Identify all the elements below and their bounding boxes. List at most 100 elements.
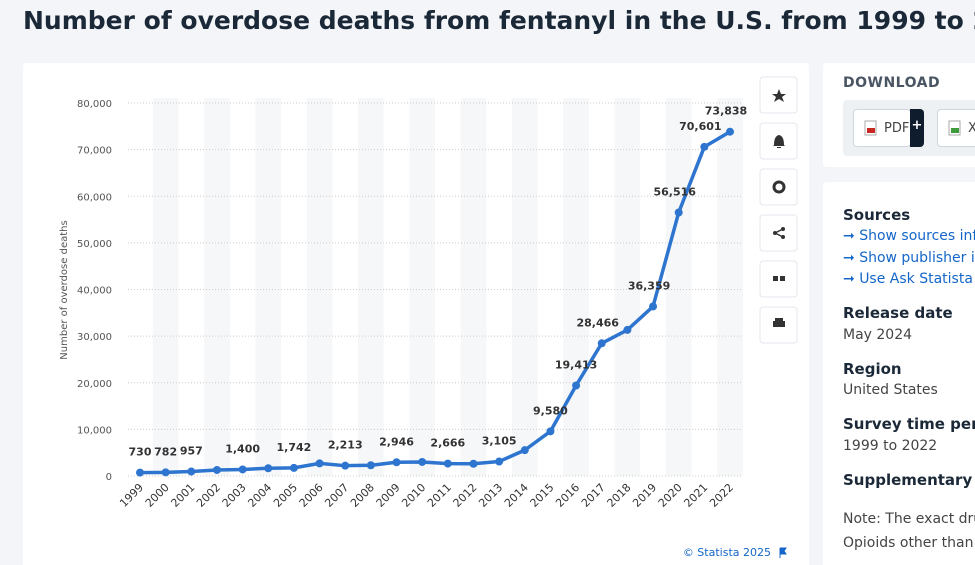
y-tick-label: 10,000: [77, 425, 112, 436]
data-point: [238, 465, 247, 474]
y-tick-label: 70,000: [77, 146, 112, 157]
x-tick-label: 2001: [168, 481, 197, 510]
data-line: [139, 130, 731, 475]
x-tick-label: 2005: [271, 481, 300, 510]
data-label: 1,742: [277, 441, 312, 454]
y-tick-label: 40,000: [77, 286, 112, 297]
data-label: 1,400: [225, 442, 260, 455]
x-tick-label: 2022: [707, 481, 736, 510]
column-band: [255, 98, 282, 476]
data-label: 2,213: [328, 439, 363, 452]
cite-button[interactable]: [759, 260, 798, 298]
y-tick-label: 0: [106, 472, 112, 483]
survey-value: 1999 to 2022: [843, 438, 938, 454]
data-label: 957: [180, 445, 203, 458]
x-tick-label: 2009: [374, 481, 403, 510]
column-band: [665, 98, 692, 476]
credit: © Statista 2025: [683, 546, 771, 559]
column-band: [358, 98, 384, 476]
sources-title: Sources: [843, 206, 911, 224]
data-label: 73,838: [705, 105, 747, 118]
column-band: [563, 98, 589, 476]
y-tick-label: 60,000: [77, 192, 112, 203]
x-tick-label: 2002: [194, 481, 223, 510]
chart-card: 0 10,000 20,000 30,000 40,000 50,000 60,000 70,…: [23, 63, 809, 565]
data-point: [289, 463, 298, 472]
data-point: [495, 457, 504, 466]
x-tick-label: 2003: [220, 481, 249, 510]
data-point: [726, 127, 734, 136]
data-label: 782: [154, 445, 177, 458]
data-point: [315, 459, 324, 468]
ask-link[interactable]: ➞ Use Ask Statista R: [843, 271, 975, 287]
x-tick-label: 2012: [451, 481, 480, 510]
xls-button[interactable]: X: [937, 109, 975, 147]
y-tick-label: 30,000: [77, 332, 112, 343]
x-tick-label: 2015: [528, 481, 557, 510]
share-button[interactable]: [759, 214, 798, 252]
x-tick-label: 2017: [579, 481, 608, 510]
data-label: 9,580: [533, 404, 568, 417]
publisher-link[interactable]: ➞ Show publisher in: [843, 250, 975, 266]
data-point: [649, 302, 658, 311]
data-point: [341, 461, 350, 470]
data-point: [264, 464, 273, 473]
column-band: [614, 98, 641, 476]
credit-flag: [779, 547, 787, 558]
column-band: [409, 98, 435, 476]
data-point: [597, 339, 606, 348]
data-point: [520, 446, 529, 455]
data-point: [546, 427, 555, 436]
data-point: [212, 465, 221, 474]
supplementary-title: Supplementary n: [843, 471, 975, 489]
data-point: [418, 457, 427, 466]
column-band: [511, 98, 538, 476]
y-tick-label: 50,000: [77, 239, 112, 250]
x-tick-label: 2020: [656, 481, 685, 510]
y-axis-title: Number of overdose deaths: [59, 220, 70, 359]
data-label: 2,666: [430, 437, 465, 450]
note-line: Opioids other than: [843, 535, 974, 551]
sources-link[interactable]: ➞ Show sources info: [843, 228, 975, 244]
data-point: [674, 208, 683, 217]
x-tick-label: 2019: [630, 481, 659, 510]
settings-button[interactable]: [759, 168, 798, 206]
xls-label: X: [968, 120, 975, 136]
note-line: Note: The exact dru: [843, 511, 975, 527]
x-tick-label: 2010: [399, 481, 428, 510]
chart: 0 10,000 20,000 30,000 40,000 50,000 60,000 70,…: [59, 98, 787, 559]
data-point: [469, 459, 478, 468]
x-tick-label: 2014: [502, 481, 531, 510]
region-title: Region: [843, 360, 902, 378]
column-band: [717, 98, 743, 476]
column-band: [204, 98, 230, 476]
data-point: [161, 468, 170, 477]
y-tick-label: 80,000: [77, 99, 112, 110]
column-band: [306, 98, 333, 476]
link-text: Use Ask Statista R: [859, 271, 975, 287]
data-point: [572, 381, 581, 390]
x-tick-label: 2007: [322, 481, 351, 510]
column-band: [460, 98, 487, 476]
xls-icon: [948, 120, 961, 136]
release-title: Release date: [843, 304, 953, 322]
release-value: May 2024: [843, 327, 913, 343]
pdf-label: PDF: [884, 120, 910, 136]
pdf-button[interactable]: PDF: [853, 109, 911, 147]
data-label: 19,413: [555, 358, 597, 371]
download-title: DOWNLOAD: [843, 75, 941, 91]
data-point: [443, 459, 452, 468]
x-tick-label: 2016: [553, 481, 582, 510]
pdf-plus[interactable]: +: [910, 109, 924, 147]
x-tick-label: 2021: [681, 481, 710, 510]
x-tick-label: 2006: [297, 481, 326, 510]
data-point: [700, 142, 709, 151]
data-point: [187, 467, 196, 476]
data-label: 3,105: [482, 435, 517, 448]
region-value: United States: [843, 382, 938, 398]
x-tick-label: 2008: [348, 481, 377, 510]
x-tick-label: 2004: [245, 481, 274, 510]
data-point: [392, 458, 401, 467]
data-label: 56,516: [653, 185, 696, 198]
